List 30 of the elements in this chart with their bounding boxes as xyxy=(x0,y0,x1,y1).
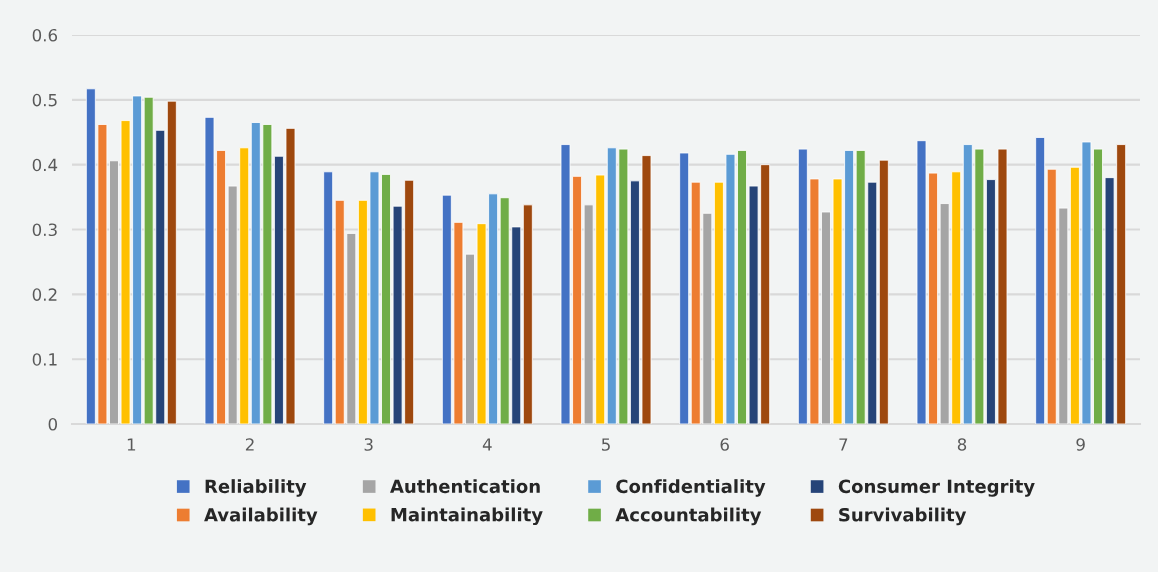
y-tick-label: 0.5 xyxy=(32,93,57,107)
y-tick-label: 0.4 xyxy=(32,158,58,172)
legend-label: Maintainability xyxy=(391,507,543,526)
bar xyxy=(679,152,690,424)
y-tick-label: 0.3 xyxy=(32,223,57,237)
x-tick-label: 5 xyxy=(601,438,610,451)
legend-label: Availability xyxy=(204,507,318,526)
bar xyxy=(166,100,177,424)
legend-label: Survivability xyxy=(839,507,967,526)
bar xyxy=(1035,137,1046,424)
x-tick-label: 7 xyxy=(839,438,848,451)
x-tick-label: 4 xyxy=(482,438,492,451)
x-tick-label: 8 xyxy=(957,438,967,451)
y-tick-label: 0.6 xyxy=(32,28,58,42)
y-tick-label: 0.1 xyxy=(32,353,57,366)
x-tick-label: 6 xyxy=(720,438,729,451)
legend-label: Confidentiality xyxy=(616,479,766,497)
y-tick-label: 0.2 xyxy=(32,288,57,301)
legend-label: Consumer Integrity xyxy=(838,479,1035,497)
legend-label: Authentication xyxy=(390,479,540,494)
legend-label: Reliability xyxy=(205,479,307,497)
x-tick-label: 1 xyxy=(127,438,136,451)
y-tick-label: 0 xyxy=(48,417,57,431)
x-tick-label: 3 xyxy=(364,438,373,451)
x-tick-label: 2 xyxy=(245,438,254,451)
bar xyxy=(878,159,889,424)
bar xyxy=(323,171,334,424)
legend-label: Accountability xyxy=(615,507,762,526)
x-tick-label: 9 xyxy=(1076,438,1085,451)
bar xyxy=(522,204,533,424)
